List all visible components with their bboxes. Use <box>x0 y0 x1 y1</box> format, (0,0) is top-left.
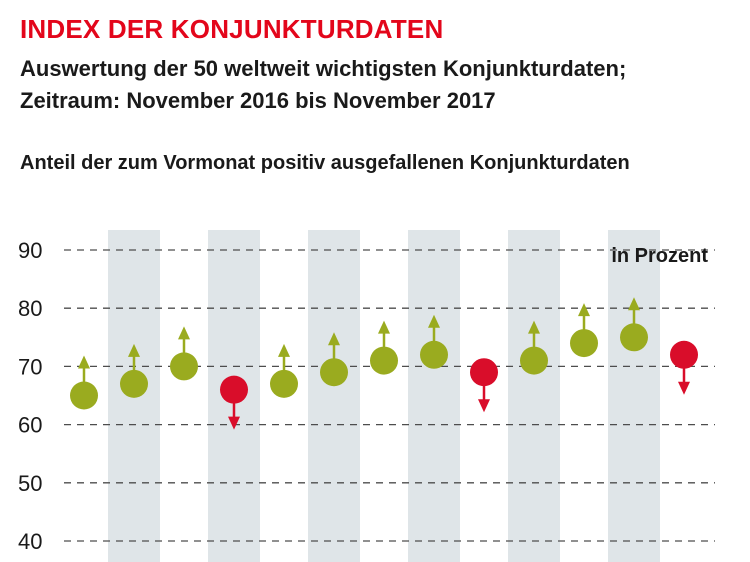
y-tick-label: 40 <box>18 529 42 554</box>
data-marks <box>70 297 698 430</box>
arrow-up-icon <box>278 343 290 357</box>
y-tick-label: 60 <box>18 413 42 438</box>
arrow-up-icon <box>528 320 540 334</box>
data-point <box>470 358 498 413</box>
data-point <box>120 343 148 398</box>
data-point-dot <box>220 375 248 404</box>
chart-title: INDEX DER KONJUNKTURDATEN <box>20 14 444 44</box>
data-point <box>520 320 548 375</box>
unit-label: in Prozent <box>611 245 708 267</box>
data-point <box>370 320 398 375</box>
data-point-dot <box>320 358 348 387</box>
data-point <box>170 326 198 381</box>
chart-caption: Anteil der zum Vormonat positiv ausgefal… <box>20 152 630 174</box>
data-point-dot <box>470 358 498 387</box>
data-point <box>320 332 348 387</box>
data-point <box>670 340 698 395</box>
data-point <box>570 303 598 358</box>
chart-subtitle-line-2: Zeitraum: November 2016 bis November 201… <box>20 88 496 113</box>
arrow-down-icon <box>478 399 490 413</box>
y-tick-label: 70 <box>18 354 42 379</box>
arrow-up-icon <box>328 332 340 346</box>
data-point-dot <box>270 369 298 398</box>
arrow-down-icon <box>678 381 690 395</box>
data-point-dot <box>570 329 598 358</box>
column-band <box>508 230 560 562</box>
data-point-dot <box>70 381 98 410</box>
column-bands <box>108 230 660 562</box>
data-point-dot <box>670 340 698 369</box>
arrow-up-icon <box>378 320 390 334</box>
arrow-up-icon <box>578 303 590 317</box>
chart-subtitle-line-1: Auswertung der 50 weltweit wichtigsten K… <box>20 56 627 81</box>
arrow-up-icon <box>428 314 440 328</box>
data-point <box>420 314 448 369</box>
column-band <box>608 230 660 562</box>
y-tick-label: 50 <box>18 471 42 496</box>
data-point-dot <box>170 352 198 381</box>
data-point-dot <box>520 346 548 375</box>
arrow-up-icon <box>178 326 190 340</box>
arrow-up-icon <box>128 343 140 357</box>
arrow-up-icon <box>628 297 640 311</box>
y-tick-label: 80 <box>18 296 42 321</box>
column-band <box>308 230 360 562</box>
data-point <box>70 355 98 410</box>
data-point-dot <box>370 346 398 375</box>
y-tick-label: 90 <box>18 238 42 263</box>
arrow-down-icon <box>228 416 240 430</box>
column-band <box>408 230 460 562</box>
data-point-dot <box>120 369 148 398</box>
data-point-dot <box>420 340 448 369</box>
arrow-up-icon <box>78 355 90 369</box>
data-point <box>620 297 648 352</box>
data-point-dot <box>620 323 648 352</box>
y-tick-labels: 90 80 70 60 50 40 <box>18 238 42 554</box>
data-point <box>270 343 298 398</box>
data-point <box>220 375 248 430</box>
